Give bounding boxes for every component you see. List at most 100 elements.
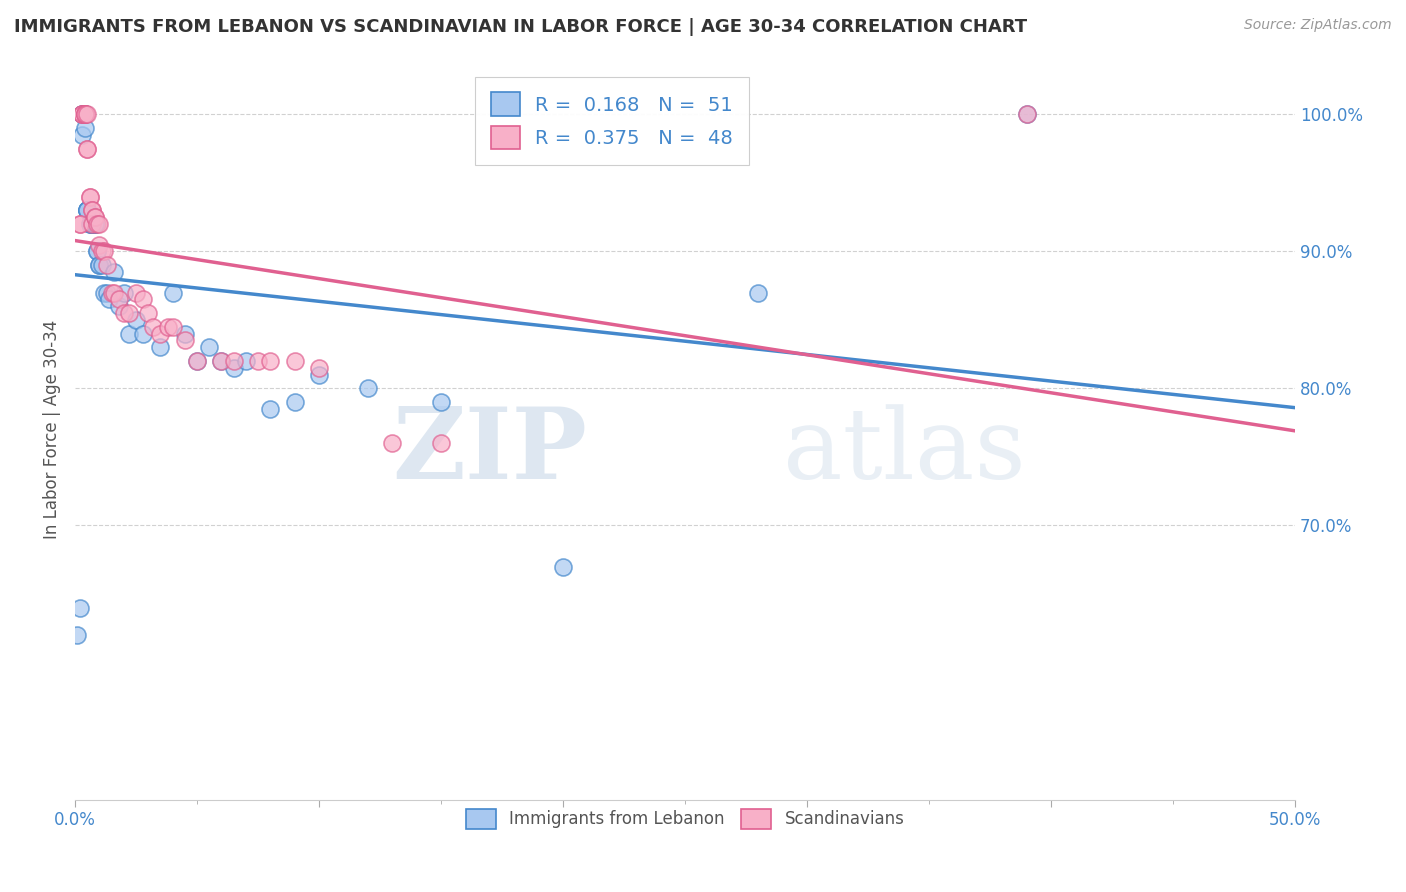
Point (93, 285, 115, 300)
Point (112, 306, 135, 320)
Point (79, 217, 101, 231)
Text: IMMIGRANTS FROM LEBANON VS SCANDINAVIAN IN LABOR FORCE | AGE 30-34 CORRELATION C: IMMIGRANTS FROM LEBANON VS SCANDINAVIAN … (14, 18, 1028, 36)
Point (125, 285, 148, 300)
Point (132, 293, 155, 307)
Point (108, 299, 131, 313)
Point (96, 285, 118, 300)
Point (198, 340, 221, 354)
Point (259, 354, 281, 368)
Point (259, 402, 281, 417)
Point (357, 381, 380, 395)
Point (76, 203, 98, 218)
Point (72, 107, 94, 121)
Point (118, 306, 141, 320)
Text: ZIP: ZIP (392, 403, 588, 500)
Text: atlas: atlas (783, 404, 1025, 500)
Point (103, 265, 125, 279)
Point (73, 107, 96, 121)
Point (162, 285, 184, 300)
Point (76, 142, 98, 156)
Point (89, 258, 111, 272)
Point (284, 354, 307, 368)
Point (103, 285, 125, 300)
Point (100, 285, 122, 300)
Point (156, 319, 179, 334)
Point (79, 189, 101, 203)
Point (173, 334, 195, 348)
Point (83, 210, 105, 224)
Point (149, 340, 172, 354)
Point (209, 354, 232, 368)
Point (90, 244, 112, 259)
Point (308, 368, 330, 382)
Point (76, 203, 98, 218)
Point (186, 354, 208, 368)
Text: Source: ZipAtlas.com: Source: ZipAtlas.com (1244, 18, 1392, 32)
Point (72, 107, 94, 121)
Point (69, 217, 91, 231)
Point (247, 354, 270, 368)
Point (80, 217, 103, 231)
Point (222, 354, 245, 368)
Point (76, 107, 98, 121)
Point (222, 360, 245, 375)
Point (98, 293, 121, 307)
Point (209, 354, 232, 368)
Point (73, 121, 96, 136)
Point (83, 217, 105, 231)
Point (80, 203, 103, 218)
Point (284, 395, 307, 409)
Point (72, 107, 94, 121)
Point (86, 217, 108, 231)
Point (66, 628, 89, 642)
Point (80, 217, 103, 231)
Point (125, 313, 148, 327)
Point (83, 217, 105, 231)
Point (1015, 107, 1038, 121)
Point (162, 319, 184, 334)
Point (1015, 107, 1038, 121)
Point (89, 237, 111, 252)
Point (79, 217, 101, 231)
Point (72, 107, 94, 121)
Point (72, 107, 94, 121)
Point (89, 217, 111, 231)
Point (83, 217, 105, 231)
Point (235, 354, 257, 368)
Point (80, 203, 103, 218)
Point (69, 600, 91, 615)
Point (118, 326, 141, 341)
Point (80, 217, 103, 231)
Point (90, 258, 112, 272)
Point (132, 326, 155, 341)
Point (72, 128, 94, 142)
Point (430, 395, 453, 409)
Point (430, 436, 453, 450)
Point (73, 107, 96, 121)
Point (112, 285, 135, 300)
Point (80, 217, 103, 231)
Point (79, 189, 101, 203)
Point (76, 142, 98, 156)
Point (73, 107, 96, 121)
Point (108, 293, 131, 307)
Point (69, 217, 91, 231)
Point (76, 203, 98, 218)
Point (73, 107, 96, 121)
Point (89, 258, 111, 272)
Point (308, 360, 330, 375)
Point (73, 107, 96, 121)
Legend: Immigrants from Lebanon, Scandinavians: Immigrants from Lebanon, Scandinavians (458, 802, 911, 836)
Point (381, 436, 404, 450)
Point (93, 244, 115, 259)
Point (76, 203, 98, 218)
Point (86, 244, 108, 259)
Point (173, 326, 195, 341)
Point (551, 559, 574, 574)
Point (142, 319, 165, 334)
Point (149, 326, 172, 341)
Point (86, 244, 108, 259)
Point (73, 107, 96, 121)
Point (83, 210, 105, 224)
Point (136, 306, 159, 320)
